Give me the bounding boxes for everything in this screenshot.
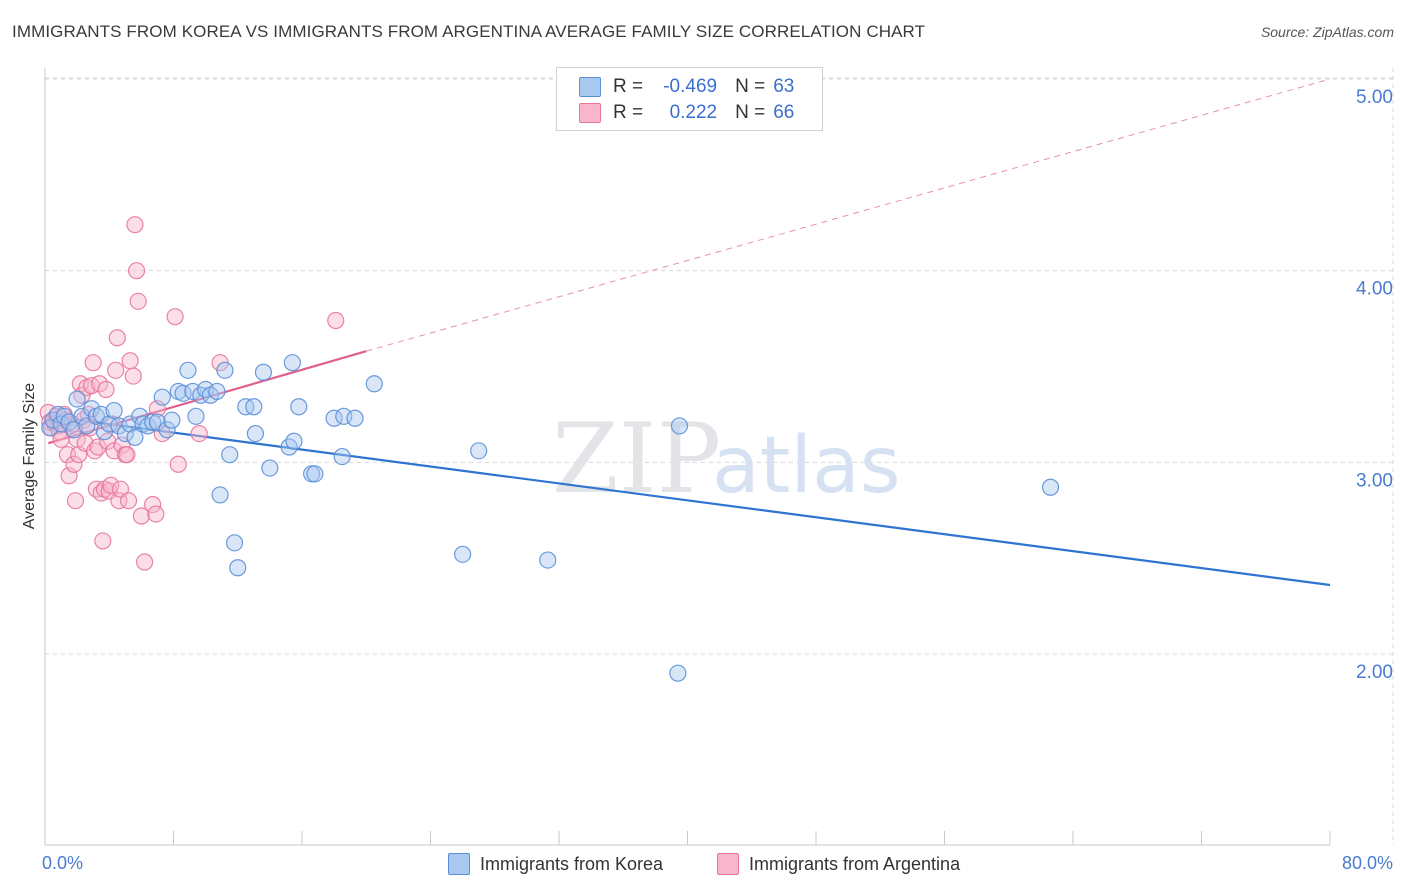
- argentina-point-34: [94, 532, 112, 550]
- argentina-point-54: [129, 292, 147, 310]
- korea-trend-line: [49, 415, 1331, 587]
- korea-point-39: [221, 446, 239, 464]
- argentina-point-51: [124, 367, 142, 385]
- korea-point-49: [285, 432, 303, 450]
- bottom-korea-label: Immigrants from Korea: [480, 853, 664, 874]
- bottom-argentina-swatch: [717, 853, 739, 875]
- korea-point-50: [290, 398, 308, 416]
- data-points: [39, 216, 1060, 682]
- y-tick-label-0: 2.00: [1356, 662, 1393, 683]
- korea-point-37: [211, 486, 229, 504]
- y-axis-label: Average Family Size: [21, 383, 38, 530]
- argentina-point-58: [147, 505, 165, 523]
- y-tick-label-1: 3.00: [1356, 470, 1393, 491]
- korea-point-44: [246, 424, 265, 443]
- bottom-korea-swatch: [448, 853, 470, 875]
- source-label: Source: ZipAtlas.com: [1260, 24, 1394, 40]
- bottom-legend-korea: Immigrants from Korea: [448, 852, 663, 876]
- korea-point-63: [1041, 478, 1060, 496]
- korea-n-label: N =: [735, 76, 766, 97]
- argentina-n-value: 66: [773, 102, 795, 123]
- korea-point-31: [184, 382, 202, 401]
- bottom-argentina-label: Immigrants from Argentina: [749, 853, 961, 874]
- argentina-r-value: 0.222: [669, 102, 718, 123]
- korea-point-23: [144, 413, 162, 431]
- korea-point-46: [261, 459, 279, 477]
- korea-point-27: [163, 411, 181, 429]
- korea-point-38: [216, 361, 234, 379]
- x-tick-label-0: 0.0%: [42, 853, 83, 873]
- argentina-point-39: [102, 476, 120, 494]
- tick-labels: 2.00 3.00 4.00 5.00 0.0% 80.0%: [42, 87, 1393, 873]
- legend-row-argentina: R = 0.222 N = 66: [579, 100, 794, 126]
- watermark-zip: ZIP: [552, 403, 721, 515]
- argentina-point-28: [84, 354, 102, 372]
- korea-point-32: [187, 407, 205, 425]
- y-tick-label-2: 4.00: [1356, 279, 1393, 300]
- argentina-point-52: [126, 216, 144, 234]
- korea-point-17: [116, 424, 134, 443]
- korea-point-52: [306, 465, 324, 483]
- x-tick-label-1: 80.0%: [1342, 853, 1393, 873]
- legend-row-korea: R = -0.469 N = 63: [579, 74, 794, 100]
- korea-point-61: [669, 664, 687, 682]
- argentina-point-65: [327, 311, 345, 330]
- argentina-point-56: [135, 553, 154, 571]
- argentina-point-49: [119, 492, 138, 510]
- korea-r-value: -0.469: [663, 76, 718, 97]
- korea-point-58: [454, 545, 472, 563]
- y-tick-label-3: 5.00: [1356, 87, 1393, 108]
- korea-point-54: [333, 447, 351, 466]
- chart-title: IMMIGRANTS FROM KOREA VS IMMIGRANTS FROM…: [12, 22, 926, 41]
- korea-point-25: [153, 388, 171, 406]
- argentina-point-32: [91, 375, 109, 393]
- korea-point-45: [254, 363, 273, 381]
- argentina-point-43: [108, 329, 126, 347]
- correlation-legend: R = -0.469 N = 63 R = 0.222 N = 66: [556, 67, 823, 131]
- korea-point-62: [670, 417, 689, 435]
- korea-point-30: [179, 361, 197, 379]
- korea-n-value: 63: [773, 76, 795, 97]
- korea-point-41: [229, 559, 247, 577]
- argentina-trend-extension: [366, 78, 1331, 352]
- korea-swatch: [579, 77, 601, 97]
- argentina-n-label: N =: [735, 102, 766, 123]
- argentina-point-36: [97, 380, 115, 399]
- axes: [44, 68, 1331, 846]
- argentina-point-57: [144, 495, 162, 514]
- argentina-point-62: [169, 455, 187, 473]
- korea-point-56: [346, 409, 364, 427]
- argentina-point-63: [190, 424, 208, 443]
- argentina-r-label: R =: [613, 102, 644, 123]
- korea-point-48: [283, 354, 301, 372]
- korea-point-15: [105, 401, 123, 420]
- argentina-point-53: [127, 262, 146, 280]
- korea-point-60: [539, 551, 557, 569]
- korea-point-36: [208, 382, 226, 401]
- argentina-point-55: [132, 507, 150, 525]
- argentina-point-61: [166, 308, 184, 326]
- argentina-point-48: [118, 446, 136, 464]
- korea-point-19: [126, 428, 144, 447]
- argentina-point-42: [107, 361, 125, 379]
- argentina-swatch: [579, 103, 601, 123]
- argentina-point-50: [121, 352, 139, 370]
- argentina-point-31: [89, 438, 107, 456]
- korea-point-26: [158, 421, 176, 439]
- korea-point-40: [225, 534, 244, 552]
- argentina-point-17: [66, 492, 85, 510]
- bottom-legend-argentina: Immigrants from Argentina: [717, 852, 960, 876]
- korea-point-43: [245, 398, 263, 416]
- korea-point-59: [470, 442, 488, 460]
- korea-point-6: [65, 421, 83, 439]
- korea-r-label: R =: [613, 76, 644, 97]
- korea-point-7: [68, 390, 86, 408]
- watermark-atlas: atlas: [712, 421, 901, 511]
- argentina-point-16: [65, 455, 83, 473]
- korea-point-57: [365, 375, 383, 393]
